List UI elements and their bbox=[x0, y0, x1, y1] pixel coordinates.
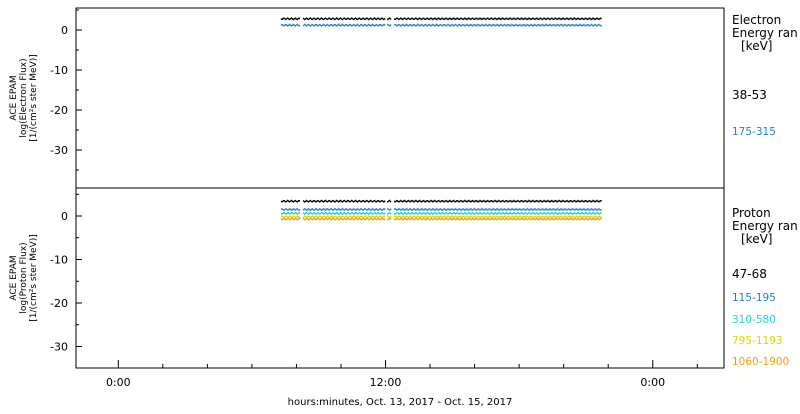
series-points bbox=[280, 17, 602, 21]
legend-title-line: [keV] bbox=[741, 232, 772, 246]
y-tick-label: -20 bbox=[50, 104, 68, 117]
y-axis-title-line: log(Proton Flux) bbox=[19, 242, 29, 313]
legend-title-line: Proton bbox=[732, 206, 771, 220]
series-points bbox=[280, 215, 602, 219]
y-axis-title-line: [1/(cm²s ster MeV)] bbox=[29, 234, 39, 321]
y-tick-label: 0 bbox=[61, 210, 68, 223]
legend-entry: 115-195 bbox=[732, 292, 776, 304]
y-tick-label: -10 bbox=[50, 254, 68, 267]
legend-title-line: Energy ran bbox=[732, 219, 798, 233]
y-axis-title: ACE EPAM log(Electron Flux) [1/(cm²s ster … bbox=[9, 54, 39, 141]
x-axis-title: hours:minutes, Oct. 13, 2017 - Oct. 15, … bbox=[288, 397, 513, 408]
legend-title-line: [keV] bbox=[741, 39, 772, 53]
y-tick-label: -30 bbox=[50, 144, 68, 157]
x-tick-label: 12:00 bbox=[370, 376, 402, 389]
y-tick-label: -10 bbox=[50, 64, 68, 77]
y-axis-title-line: log(Electron Flux) bbox=[19, 58, 29, 137]
series-points bbox=[280, 199, 602, 203]
legend-entry: 47-68 bbox=[732, 267, 767, 281]
y-axis-title-line: ACE EPAM bbox=[9, 75, 19, 120]
y-axis-title-line: ACE EPAM bbox=[9, 255, 19, 300]
legend-entry: 795-1193 bbox=[732, 335, 783, 347]
y-tick-label: -30 bbox=[50, 341, 68, 354]
legend-title-line: Energy ran bbox=[732, 26, 798, 40]
legend-entry: 175-315 bbox=[732, 126, 776, 138]
y-tick-label: -20 bbox=[50, 297, 68, 310]
legend-entry: 310-580 bbox=[732, 314, 776, 326]
series-points bbox=[280, 212, 602, 215]
legend-entry: 1060-1900 bbox=[732, 356, 789, 368]
legend-entry: 38-53 bbox=[732, 88, 767, 102]
x-tick-label: 0:00 bbox=[640, 376, 665, 389]
plot-frame bbox=[75, 187, 725, 369]
series-points bbox=[280, 208, 602, 211]
y-tick-label: 0 bbox=[61, 24, 68, 37]
y-axis-title: ACE EPAM log(Proton Flux) [1/(cm²s ster Me… bbox=[9, 234, 39, 321]
legend-title-line: Electron bbox=[732, 13, 781, 27]
plot-frame bbox=[75, 7, 725, 189]
series-points bbox=[280, 217, 602, 221]
y-axis-title-line: [1/(cm²s ster MeV)] bbox=[29, 54, 39, 141]
x-tick-label: 0:00 bbox=[106, 376, 131, 389]
series-points bbox=[280, 23, 602, 27]
